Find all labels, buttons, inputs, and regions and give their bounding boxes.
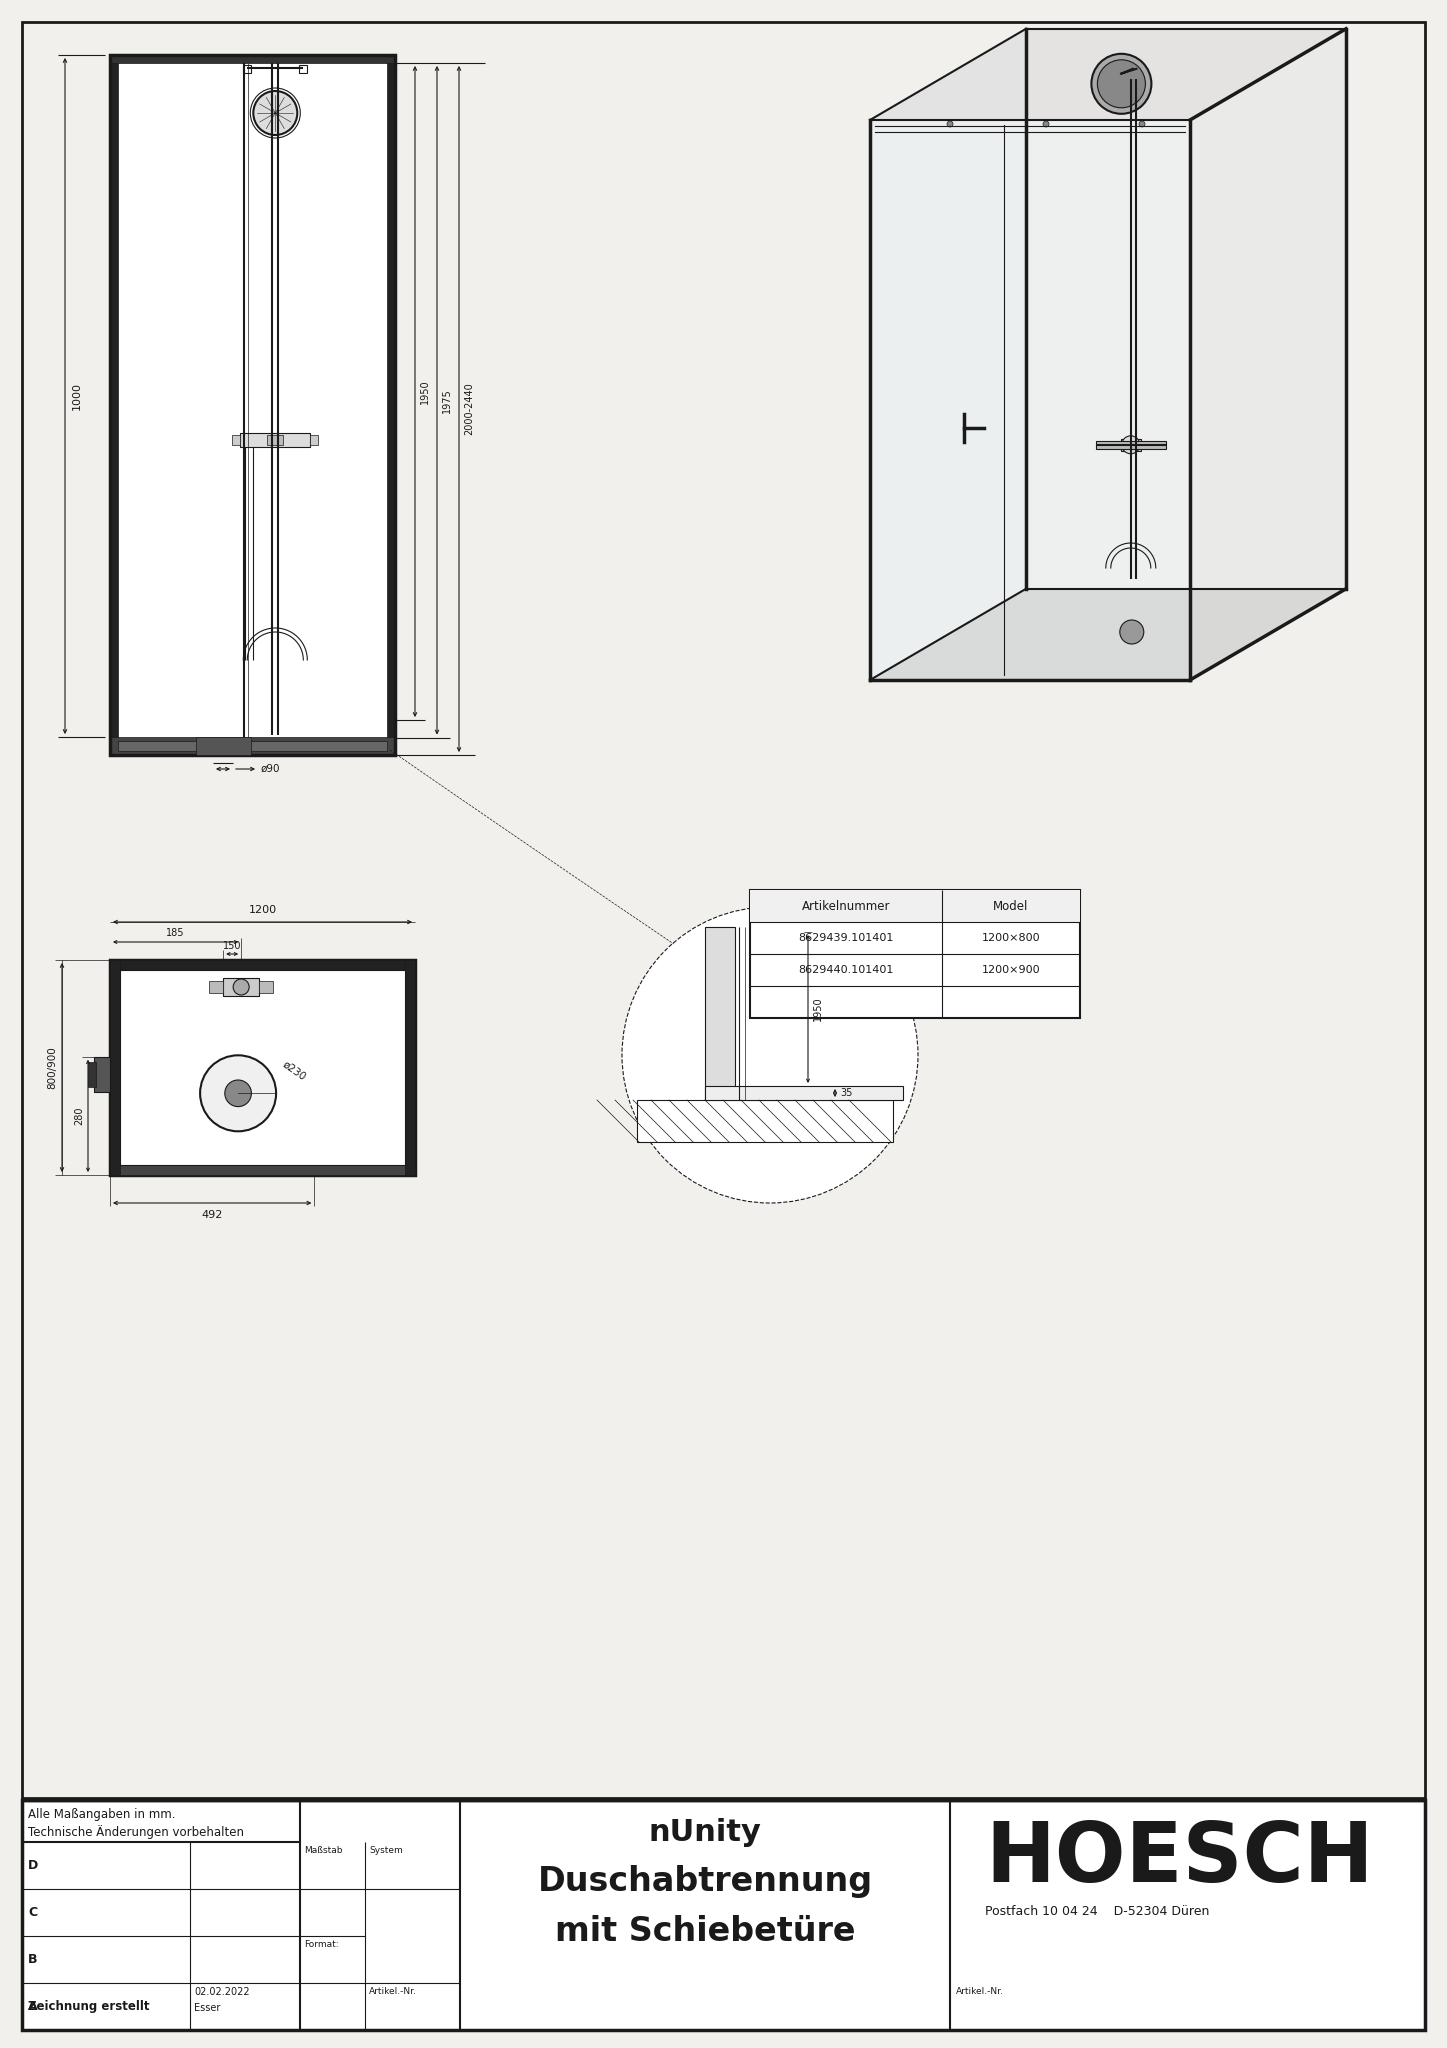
Bar: [119, 741, 386, 752]
Bar: [110, 55, 395, 756]
Bar: [94, 1057, 110, 1092]
Text: 1975: 1975: [441, 387, 451, 412]
Polygon shape: [870, 590, 1346, 680]
Text: 1000: 1000: [72, 383, 82, 410]
Polygon shape: [1189, 29, 1346, 680]
Bar: [120, 971, 405, 1165]
Text: C: C: [27, 1907, 38, 1919]
Bar: [300, 66, 307, 74]
Bar: [110, 961, 120, 1176]
Bar: [110, 55, 119, 756]
Polygon shape: [870, 29, 1026, 680]
Bar: [110, 55, 395, 756]
Text: Zeichnung erstellt: Zeichnung erstellt: [27, 2001, 149, 2013]
Bar: [750, 891, 1079, 1018]
Text: 280: 280: [74, 1106, 84, 1124]
Bar: [110, 737, 395, 756]
Bar: [110, 1165, 415, 1176]
Bar: [110, 55, 395, 63]
Bar: [243, 66, 252, 74]
Polygon shape: [870, 121, 1189, 680]
Text: Artikel.-Nr.: Artikel.-Nr.: [956, 1987, 1004, 1997]
Text: 1200×800: 1200×800: [981, 934, 1040, 942]
Text: 35: 35: [841, 1087, 852, 1098]
Circle shape: [224, 1079, 252, 1106]
Bar: [705, 1085, 903, 1100]
Text: Duschabtrennung: Duschabtrennung: [537, 1866, 873, 1898]
Text: Alle Maßangaben in mm.: Alle Maßangaben in mm.: [27, 1808, 175, 1821]
Text: 8629440.101401: 8629440.101401: [799, 965, 894, 975]
Text: 8629439.101401: 8629439.101401: [799, 934, 894, 942]
Bar: [1121, 438, 1140, 451]
Bar: [210, 981, 223, 993]
Bar: [22, 23, 1425, 1798]
Bar: [405, 961, 415, 1176]
Text: 1950: 1950: [813, 997, 823, 1022]
Circle shape: [1097, 59, 1146, 109]
Bar: [259, 981, 273, 993]
Bar: [195, 737, 250, 756]
Text: mit Schiebetüre: mit Schiebetüre: [554, 1915, 855, 1948]
Text: Format:: Format:: [304, 1939, 339, 1950]
Circle shape: [622, 907, 917, 1202]
Text: nUnity: nUnity: [648, 1819, 761, 1847]
Bar: [233, 434, 240, 444]
Text: B: B: [27, 1954, 38, 1966]
Text: Postfach 10 04 24    D-52304 Düren: Postfach 10 04 24 D-52304 Düren: [985, 1905, 1210, 1919]
Circle shape: [1121, 436, 1140, 455]
Bar: [705, 928, 735, 1110]
Text: 492: 492: [201, 1210, 223, 1221]
Polygon shape: [870, 29, 1346, 121]
Text: ø90: ø90: [260, 764, 281, 774]
Bar: [110, 961, 415, 971]
Text: 185: 185: [166, 928, 185, 938]
Text: Artikelnummer: Artikelnummer: [802, 899, 890, 913]
Text: D: D: [27, 1860, 38, 1872]
Bar: [110, 961, 415, 1176]
Bar: [240, 432, 310, 446]
Circle shape: [233, 979, 249, 995]
Text: System: System: [369, 1845, 402, 1855]
Text: ø230: ø230: [281, 1059, 308, 1081]
Text: A: A: [27, 2001, 38, 2013]
Text: 800/900: 800/900: [46, 1047, 56, 1090]
Text: Esser: Esser: [194, 2003, 220, 2013]
Bar: [268, 434, 284, 444]
Bar: [22, 1800, 1425, 2030]
Text: Model: Model: [993, 899, 1029, 913]
Text: 2000-2440: 2000-2440: [464, 383, 475, 436]
Bar: [750, 891, 1079, 922]
Text: Technische Änderungen vorbehalten: Technische Änderungen vorbehalten: [27, 1825, 245, 1839]
Bar: [637, 1100, 893, 1143]
Circle shape: [1120, 621, 1143, 643]
Text: 150: 150: [223, 940, 242, 950]
Bar: [88, 1061, 96, 1087]
Text: 1200×900: 1200×900: [981, 965, 1040, 975]
Text: HOESCH: HOESCH: [985, 1819, 1373, 1898]
Bar: [386, 55, 395, 756]
Circle shape: [1043, 121, 1049, 127]
Bar: [223, 979, 259, 995]
Text: Maßstab: Maßstab: [304, 1845, 343, 1855]
Text: Artikel.-Nr.: Artikel.-Nr.: [369, 1987, 417, 1997]
Circle shape: [1139, 121, 1145, 127]
Text: 02.02.2022: 02.02.2022: [194, 1987, 250, 1997]
Circle shape: [200, 1055, 276, 1130]
Text: 1950: 1950: [420, 379, 430, 403]
Circle shape: [253, 90, 297, 135]
Text: 1200: 1200: [249, 905, 276, 915]
Bar: [310, 434, 318, 444]
Circle shape: [946, 121, 954, 127]
Bar: [1095, 440, 1166, 449]
Circle shape: [1091, 53, 1152, 115]
